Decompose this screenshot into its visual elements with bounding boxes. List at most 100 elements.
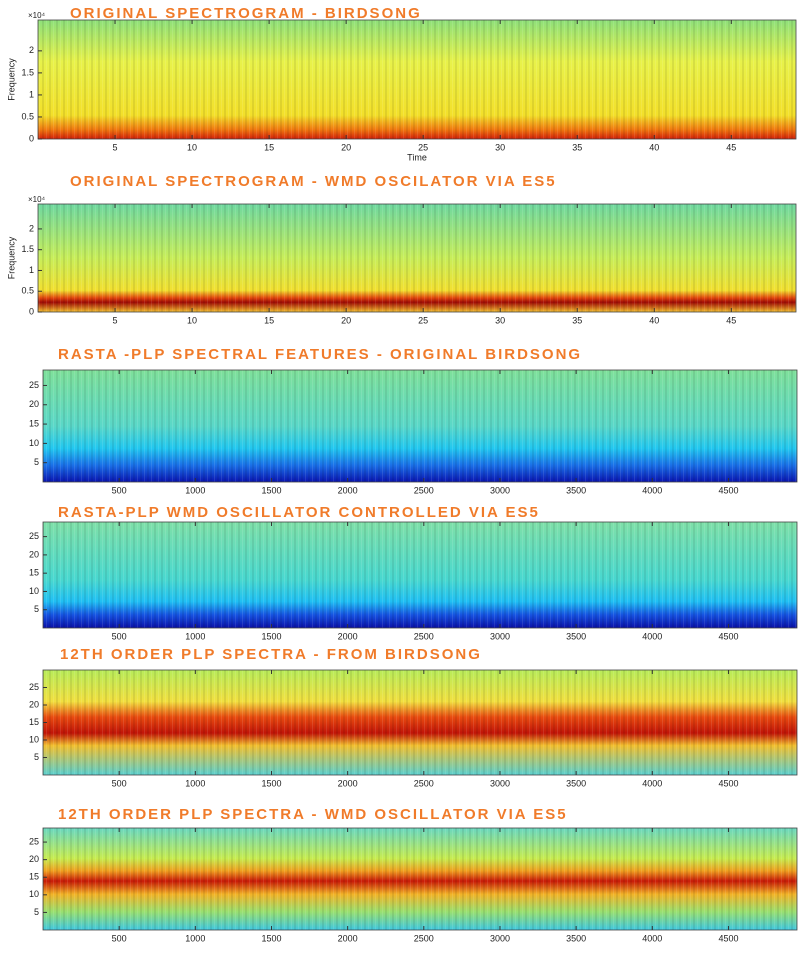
x-tick-label: 15: [264, 142, 274, 152]
y-axis-label: Frequency: [6, 236, 16, 279]
x-tick-label: 5: [113, 142, 118, 152]
page: {"chart_data": [ {"type": "spectrogram",…: [0, 0, 809, 971]
x-tick-label: 1000: [185, 631, 205, 641]
y-tick-label: 20: [29, 854, 39, 864]
x-tick-label: 1500: [261, 933, 281, 943]
x-tick-label: 3500: [566, 485, 586, 495]
y-tick-label: 20: [29, 399, 39, 409]
y-tick-label: 20: [29, 549, 39, 559]
y-tick-label: 0.5: [21, 286, 34, 296]
x-tick-label: 3000: [490, 778, 510, 788]
y-tick-label: 25: [29, 380, 39, 390]
x-tick-label: 500: [112, 485, 127, 495]
x-tick-label: 3000: [490, 485, 510, 495]
x-tick-label: 500: [112, 631, 127, 641]
x-tick-label: 4500: [718, 485, 738, 495]
y-tick-label: 1: [29, 89, 34, 99]
y-tick-label: 15: [29, 418, 39, 428]
x-axis-label: Time: [407, 152, 427, 162]
y-tick-label: 10: [29, 438, 39, 448]
spectrogram-texture: [38, 20, 796, 139]
x-tick-label: 30: [495, 315, 505, 325]
y-tick-label: 5: [34, 907, 39, 917]
x-tick-label: 2000: [338, 933, 358, 943]
y-tick-label: 15: [29, 568, 39, 578]
figure: ORIGINAL SPECTROGRAM - BIRDSONG510152025…: [0, 0, 809, 971]
y-tick-label: 1.5: [21, 67, 34, 77]
x-tick-label: 15: [264, 315, 274, 325]
y-tick-label: 10: [29, 734, 39, 744]
y-tick-label: 2: [29, 223, 34, 233]
y-tick-label: 10: [29, 586, 39, 596]
panel-title: 12TH ORDER PLP SPECTRA - FROM BIRDSONG: [60, 646, 482, 663]
y-tick-label: 0.5: [21, 111, 34, 121]
x-tick-label: 40: [649, 142, 659, 152]
panel-title: ORIGINAL SPECTROGRAM - WMD OSCILATOR VIA…: [70, 173, 557, 190]
x-tick-label: 20: [341, 315, 351, 325]
x-tick-label: 4000: [642, 631, 662, 641]
y-tick-label: 1: [29, 265, 34, 275]
x-tick-label: 10: [187, 142, 197, 152]
y-tick-label: 0: [29, 133, 34, 143]
x-tick-label: 45: [726, 315, 736, 325]
x-tick-label: 35: [572, 142, 582, 152]
y-tick-label: 25: [29, 682, 39, 692]
x-tick-label: 4000: [642, 778, 662, 788]
x-tick-label: 2500: [414, 631, 434, 641]
y-tick-label: 5: [34, 752, 39, 762]
spectrogram-texture: [43, 828, 797, 930]
x-tick-label: 2000: [338, 631, 358, 641]
x-tick-label: 3500: [566, 778, 586, 788]
y-tick-label: 1.5: [21, 244, 34, 254]
x-tick-label: 1500: [261, 485, 281, 495]
x-tick-label: 5: [113, 315, 118, 325]
x-tick-label: 1000: [185, 933, 205, 943]
spectrogram-texture: [43, 522, 797, 628]
x-tick-label: 3500: [566, 933, 586, 943]
x-tick-label: 25: [418, 315, 428, 325]
x-tick-label: 25: [418, 142, 428, 152]
y-tick-label: 15: [29, 872, 39, 882]
x-tick-label: 45: [726, 142, 736, 152]
y-tick-label: 0: [29, 306, 34, 316]
y-tick-label: 5: [34, 604, 39, 614]
x-tick-label: 10: [187, 315, 197, 325]
y-multiplier: ×10⁴: [28, 11, 46, 20]
x-tick-label: 4500: [718, 933, 738, 943]
y-multiplier: ×10⁴: [28, 195, 46, 204]
x-tick-label: 3000: [490, 631, 510, 641]
y-tick-label: 25: [29, 531, 39, 541]
x-tick-label: 500: [112, 778, 127, 788]
x-tick-label: 1500: [261, 778, 281, 788]
panel-title: 12TH ORDER PLP SPECTRA - WMD OSCILLATOR …: [58, 806, 568, 823]
x-tick-label: 30: [495, 142, 505, 152]
x-tick-label: 2000: [338, 778, 358, 788]
y-tick-label: 5: [34, 457, 39, 467]
x-tick-label: 40: [649, 315, 659, 325]
y-tick-label: 10: [29, 889, 39, 899]
x-tick-label: 3000: [490, 933, 510, 943]
x-tick-label: 20: [341, 142, 351, 152]
y-tick-label: 20: [29, 699, 39, 709]
x-tick-label: 4000: [642, 933, 662, 943]
x-tick-label: 1000: [185, 778, 205, 788]
x-tick-label: 4500: [718, 631, 738, 641]
spectrogram-texture: [43, 670, 797, 775]
x-tick-label: 1500: [261, 631, 281, 641]
x-tick-label: 2500: [414, 778, 434, 788]
y-tick-label: 15: [29, 717, 39, 727]
x-tick-label: 2500: [414, 485, 434, 495]
x-tick-label: 500: [112, 933, 127, 943]
panel-title: RASTA-PLP WMD OSCILLATOR CONTROLLED VIA …: [58, 504, 540, 521]
x-tick-label: 4500: [718, 778, 738, 788]
panel-title: ORIGINAL SPECTROGRAM - BIRDSONG: [70, 5, 422, 22]
x-tick-label: 35: [572, 315, 582, 325]
x-tick-label: 4000: [642, 485, 662, 495]
x-tick-label: 3500: [566, 631, 586, 641]
y-tick-label: 2: [29, 45, 34, 55]
x-tick-label: 1000: [185, 485, 205, 495]
y-axis-label: Frequency: [6, 58, 16, 101]
y-tick-label: 25: [29, 836, 39, 846]
x-tick-label: 2000: [338, 485, 358, 495]
spectrogram-texture: [38, 204, 796, 312]
